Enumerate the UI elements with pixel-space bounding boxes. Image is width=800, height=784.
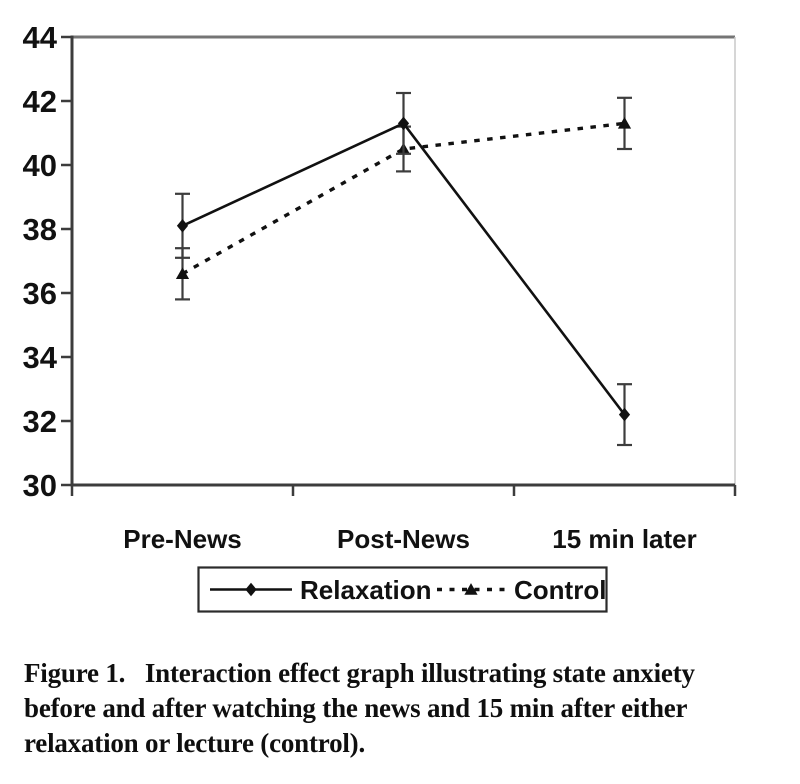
y-tick-label-34: 34 xyxy=(23,340,58,375)
y-tick-label-40: 40 xyxy=(23,148,57,183)
control-marker-triangle xyxy=(175,267,190,279)
caption-line-1: Figure 1. Interaction effect graph illus… xyxy=(24,658,695,688)
y-tick-label-44: 44 xyxy=(23,20,58,55)
chart-legend: Relaxation Control xyxy=(197,566,608,613)
relaxation-marker-diamond xyxy=(618,407,631,422)
x-axis-label-post-news: Post-News xyxy=(337,524,470,554)
y-tick-label-32: 32 xyxy=(23,404,57,439)
x-axis-label-pre-news: Pre-News xyxy=(123,524,242,554)
state-anxiety-line-chart: 30 32 34 36 38 40 42 44 Pre-News Post-News 15 min … xyxy=(23,20,737,613)
y-tick-label-38: 38 xyxy=(23,212,57,247)
y-tick-label-36: 36 xyxy=(23,276,57,311)
legend-label-control: Control xyxy=(514,575,606,605)
legend-label-relaxation: Relaxation xyxy=(300,575,432,605)
control-marker-triangle xyxy=(617,117,632,129)
y-tick-label-30: 30 xyxy=(23,468,57,503)
relaxation-marker-diamond xyxy=(397,116,410,131)
x-axis-label-15-min-later: 15 min later xyxy=(552,524,697,554)
y-tick-label-42: 42 xyxy=(23,84,57,119)
relaxation-marker-diamond xyxy=(245,582,257,597)
figure-caption: Figure 1. Interaction effect graph illus… xyxy=(24,656,734,761)
relaxation-marker-diamond xyxy=(176,219,189,233)
series-relaxation xyxy=(175,91,632,447)
caption-line-2: before and after watching the news and 1… xyxy=(24,693,688,723)
caption-line-3: relaxation or lecture (control). xyxy=(24,728,366,758)
control-marker-triangle xyxy=(464,583,478,595)
